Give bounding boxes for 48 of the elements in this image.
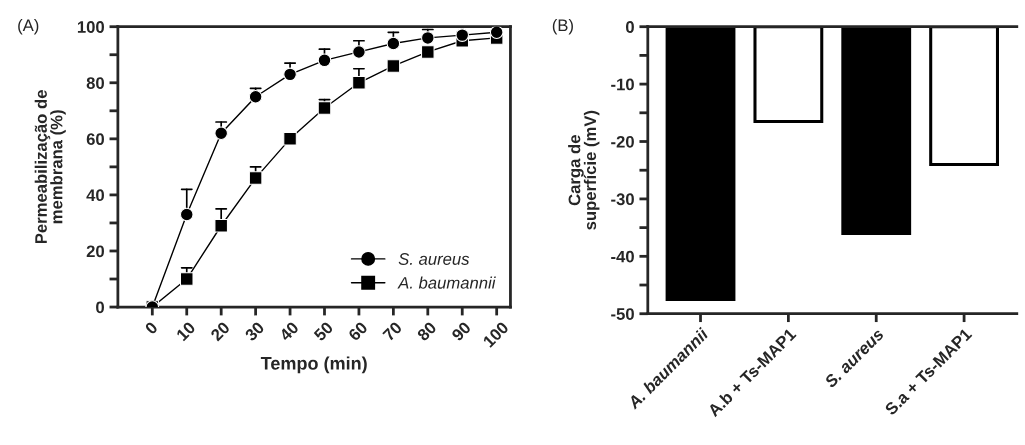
point bbox=[248, 90, 263, 104]
point bbox=[317, 53, 332, 68]
y-axis-title: Carga de superfície (mV) bbox=[568, 110, 600, 230]
y-tick-label: 80 bbox=[86, 77, 104, 89]
y-tick-label: 20 bbox=[86, 245, 104, 258]
point bbox=[421, 31, 435, 45]
y-tick-label: 0 bbox=[96, 301, 104, 314]
point bbox=[489, 26, 504, 40]
x-axis-title: Tempo (min) bbox=[260, 356, 367, 374]
point bbox=[386, 59, 401, 73]
x-tick-label: 50 bbox=[313, 321, 334, 342]
point bbox=[248, 171, 263, 185]
point bbox=[317, 101, 332, 115]
point bbox=[421, 45, 435, 59]
x-tick-label: 70 bbox=[382, 321, 403, 342]
y-tick-label: 100 bbox=[77, 21, 104, 33]
y-tick-label: -20 bbox=[611, 135, 634, 148]
point bbox=[386, 36, 401, 51]
x-tick-label: 30 bbox=[244, 321, 265, 342]
legend-label: S. aureus bbox=[398, 253, 470, 265]
x-tick-label: 20 bbox=[209, 321, 231, 342]
point bbox=[283, 67, 297, 82]
y-axis-title: Permeabilização de membrana (%) bbox=[34, 90, 66, 244]
x-tick-label: 80 bbox=[416, 321, 438, 342]
y-tick-label: 60 bbox=[86, 133, 104, 146]
y-tick-label: 0 bbox=[626, 21, 634, 33]
y-tick-label: 40 bbox=[86, 189, 104, 202]
point bbox=[179, 272, 194, 286]
chart-title: (B) bbox=[552, 18, 573, 35]
x-tick-label: 100 bbox=[482, 321, 510, 348]
point bbox=[455, 28, 470, 42]
point bbox=[352, 45, 366, 59]
y-tick-label: -40 bbox=[611, 250, 634, 263]
x-tick-label: 90 bbox=[450, 321, 472, 342]
y-tick-label: -10 bbox=[611, 78, 634, 91]
x-tick-label: 0 bbox=[144, 321, 159, 335]
point bbox=[214, 126, 228, 140]
legend-label: A. baumannii bbox=[397, 276, 496, 289]
point bbox=[352, 76, 366, 90]
y-tick-label: -30 bbox=[611, 193, 634, 206]
x-tick-label: 40 bbox=[278, 321, 300, 342]
y-tick-label: -50 bbox=[611, 308, 634, 320]
x-tick-label: 10 bbox=[175, 321, 196, 342]
point bbox=[179, 207, 194, 222]
chart-title: (A) bbox=[18, 18, 39, 35]
point bbox=[283, 132, 297, 146]
point bbox=[214, 218, 228, 233]
x-tick-label: 60 bbox=[347, 321, 369, 342]
